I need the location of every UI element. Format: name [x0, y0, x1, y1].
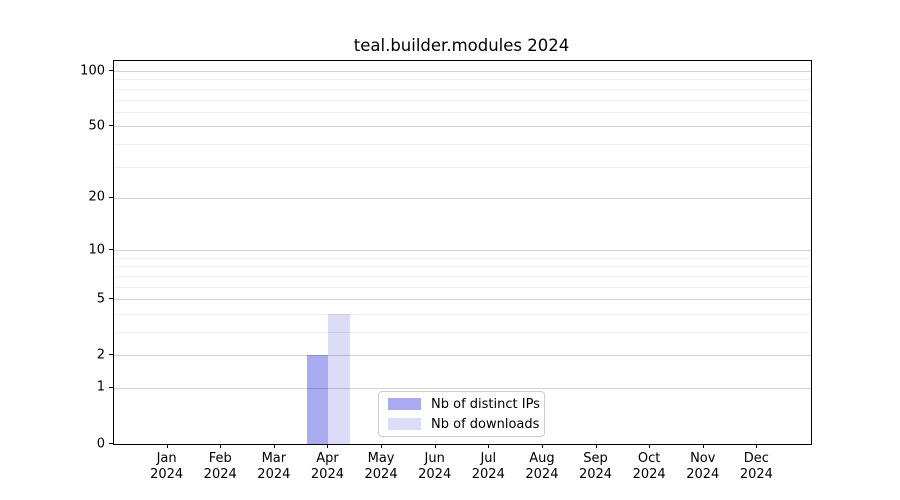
y-tick-label: 20 — [88, 189, 105, 205]
x-tick-label-sep: Sep 2024 — [566, 451, 626, 482]
x-tick-month: Jul — [480, 451, 497, 466]
legend-item-nb-of-distinct-ips: Nb of distinct IPs — [388, 397, 540, 412]
y-gridline-minor — [114, 313, 811, 315]
x-tick-month: Jun — [424, 451, 445, 466]
x-tick-label-jan: Jan 2024 — [137, 451, 197, 482]
x-tick-label-nov: Nov 2024 — [673, 451, 733, 482]
x-tick-year: 2024 — [525, 466, 559, 482]
y-gridline-minor — [114, 79, 811, 81]
x-tick-month: Jan — [156, 451, 177, 466]
y-tick-label: 10 — [88, 242, 105, 258]
x-tick-year: 2024 — [471, 466, 505, 482]
x-tick-year: 2024 — [418, 466, 452, 482]
y-gridline-minor — [114, 275, 811, 277]
bar-nb-of-distinct-ips-apr — [306, 355, 329, 444]
y-gridline-minor — [114, 331, 811, 333]
x-tick-year: 2024 — [150, 466, 184, 482]
y-tick-mark — [109, 249, 113, 251]
y-gridline-major — [114, 387, 811, 389]
x-tick-year: 2024 — [686, 466, 720, 482]
x-tick-mark — [220, 444, 222, 448]
y-gridline-major — [114, 71, 811, 73]
x-tick-mark — [541, 444, 543, 448]
x-tick-label-oct: Oct 2024 — [619, 451, 679, 482]
x-tick-mark — [166, 444, 168, 448]
x-tick-mark — [756, 444, 758, 448]
x-tick-month: Apr — [316, 451, 339, 466]
x-tick-year: 2024 — [364, 466, 398, 482]
x-tick-label-jun: Jun 2024 — [405, 451, 465, 482]
y-tick-mark — [109, 196, 113, 198]
x-tick-label-apr: Apr 2024 — [297, 451, 357, 482]
legend-item-label: Nb of distinct IPs — [431, 396, 540, 412]
x-tick-month: Oct — [637, 451, 661, 466]
y-tick-label: 2 — [96, 347, 105, 363]
y-gridline-minor — [114, 111, 811, 113]
y-gridline-minor — [114, 286, 811, 288]
x-tick-month: Feb — [208, 451, 232, 466]
y-gridline-minor — [114, 166, 811, 168]
legend-item-label: Nb of downloads — [431, 416, 540, 432]
y-tick-mark — [109, 354, 113, 356]
x-tick-month: Dec — [743, 451, 769, 466]
y-gridline-major — [114, 250, 811, 252]
bar-nb-of-downloads-apr — [328, 313, 350, 444]
x-tick-label-aug: Aug 2024 — [512, 451, 572, 482]
y-tick-label: 50 — [88, 118, 105, 134]
x-tick-month: Nov — [690, 451, 716, 466]
x-tick-month: Sep — [583, 451, 608, 466]
y-tick-mark — [109, 125, 113, 127]
legend-item-nb-of-downloads: Nb of downloads — [388, 417, 539, 432]
x-tick-year: 2024 — [739, 466, 773, 482]
chart-title: teal.builder.modules 2024 — [353, 36, 570, 55]
x-tick-year: 2024 — [632, 466, 666, 482]
y-gridline-minor — [114, 143, 811, 145]
y-tick-mark — [109, 386, 113, 388]
y-gridline-major — [114, 299, 811, 301]
x-tick-month: Mar — [261, 451, 287, 466]
plot-area — [113, 60, 812, 445]
x-tick-year: 2024 — [578, 466, 613, 482]
x-tick-mark — [273, 444, 275, 448]
y-tick-mark — [109, 443, 113, 444]
x-tick-month: May — [367, 451, 395, 466]
x-tick-mark — [595, 444, 597, 448]
x-tick-mark — [649, 444, 651, 448]
y-gridline-minor — [114, 88, 811, 90]
legend: Nb of distinct IPs Nb of downloads — [378, 391, 545, 437]
y-tick-label: 5 — [96, 291, 105, 307]
x-tick-label-feb: Feb 2024 — [190, 451, 250, 482]
x-tick-year: 2024 — [310, 466, 344, 482]
y-gridline-minor — [114, 257, 811, 259]
x-tick-year: 2024 — [203, 466, 237, 482]
y-gridline-major — [114, 126, 811, 128]
y-gridline-minor — [114, 99, 811, 101]
x-tick-year: 2024 — [257, 466, 291, 482]
y-tick-mark — [109, 70, 113, 72]
legend-swatch-nb-of-distinct-ips — [388, 398, 421, 410]
x-tick-label-jul: Jul 2024 — [458, 451, 518, 482]
y-gridline-major — [114, 197, 811, 199]
y-gridline-major — [114, 355, 811, 357]
x-tick-month: Aug — [529, 451, 555, 466]
legend-swatch-nb-of-downloads — [388, 418, 421, 430]
y-tick-label: 100 — [80, 63, 105, 79]
x-tick-mark — [381, 444, 383, 448]
x-tick-mark — [702, 444, 704, 448]
x-tick-label-may: May 2024 — [351, 451, 411, 482]
x-tick-mark — [327, 444, 329, 448]
x-tick-label-dec: Dec 2024 — [726, 451, 786, 482]
x-tick-mark — [488, 444, 490, 448]
y-tick-label: 1 — [96, 379, 105, 395]
y-gridline-minor — [114, 266, 811, 268]
y-tick-label: 0 — [96, 436, 105, 451]
x-tick-label-mar: Mar 2024 — [244, 451, 304, 482]
x-tick-mark — [434, 444, 436, 448]
y-tick-mark — [109, 298, 113, 300]
